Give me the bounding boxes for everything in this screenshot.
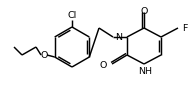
Text: O: O xyxy=(140,7,148,16)
Text: N: N xyxy=(115,32,122,41)
Text: Cl: Cl xyxy=(67,11,77,20)
Text: O: O xyxy=(100,61,107,69)
Text: F: F xyxy=(182,24,187,32)
Text: NH: NH xyxy=(138,66,152,76)
Text: O: O xyxy=(40,50,48,60)
